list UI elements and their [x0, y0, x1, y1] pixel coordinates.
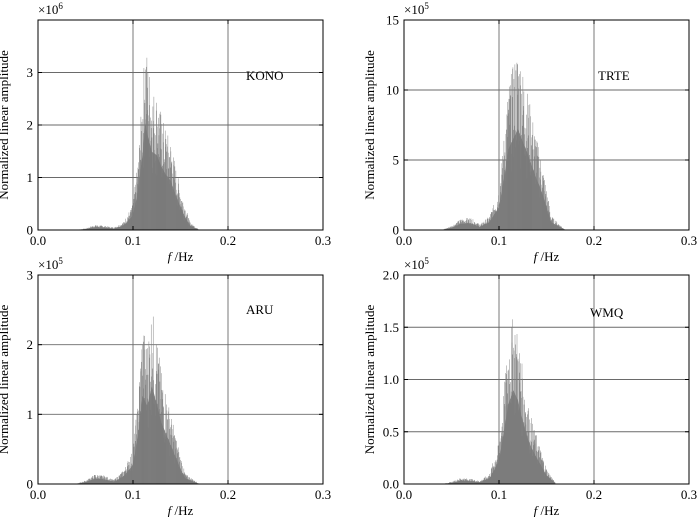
y-exponent-label: ×105 [38, 256, 63, 272]
y-tick-label: 1 [27, 407, 34, 422]
y-tick-label: 0 [393, 223, 400, 238]
y-tick-label: 0 [27, 477, 34, 492]
y-axis-label: Normalized linear amplitude [362, 305, 377, 455]
y-axis-label: Normalized linear amplitude [0, 50, 11, 200]
y-tick-label: 3 [27, 268, 34, 283]
x-tick-label: 0.1 [125, 233, 141, 248]
spectrum-trace [442, 62, 566, 230]
panel-wmq: 0.0 0.1 0.2 0.3 0.0 0.5 1.0 1.5 2.0 ×105 f /Hz Norm… [362, 256, 697, 517]
x-tick-label: 0.1 [125, 487, 141, 502]
station-label: TRTE [598, 68, 630, 83]
x-tick-label: 0.3 [315, 487, 331, 502]
x-tick-label: 0.1 [491, 233, 507, 248]
y-tick-label: 0.5 [383, 424, 399, 439]
y-tick-label: 2.0 [383, 268, 399, 283]
y-exponent-label: ×105 [404, 1, 429, 17]
x-axis-label: f /Hz [168, 249, 194, 264]
x-tick-label: 0.2 [586, 233, 602, 248]
y-tick-label: 1 [27, 170, 34, 185]
plot-frame [37, 274, 324, 485]
spectrum-trace [76, 316, 200, 484]
x-tick-label: 0.0 [30, 487, 46, 502]
y-tick-label: 15 [386, 13, 399, 28]
y-tick-label: 1.0 [383, 372, 399, 387]
x-tick-label: 0.2 [586, 487, 602, 502]
x-tick-label: 0.3 [315, 233, 331, 248]
y-tick-label: 3 [27, 65, 34, 80]
x-tick-label: 0.0 [30, 233, 46, 248]
x-tick-label: 0.2 [220, 233, 236, 248]
x-axis-label: f /Hz [534, 503, 560, 517]
x-tick-label: 0.3 [681, 233, 697, 248]
y-axis-label: Normalized linear amplitude [0, 305, 11, 455]
y-tick-label: 2 [27, 118, 34, 133]
station-label: KONO [246, 68, 284, 83]
x-axis-label: f /Hz [168, 503, 194, 517]
panel-trte: 0.0 0.1 0.2 0.3 0 5 10 15 ×105 f /Hz Normalized li… [362, 1, 697, 264]
station-label: WMQ [590, 305, 624, 320]
y-exponent-label: ×106 [38, 1, 63, 17]
spectrum-trace [442, 319, 556, 484]
y-tick-label: 0 [27, 223, 34, 238]
plot-frame [403, 19, 690, 231]
y-tick-label: 5 [393, 153, 400, 168]
spectrum-trace [76, 57, 200, 230]
x-tick-label: 0.0 [396, 487, 412, 502]
y-tick-label: 1.5 [383, 320, 399, 335]
panel-kono: 0.0 0.1 0.2 0.3 0 1 2 3 ×106 f /Hz Normalized line… [0, 1, 331, 264]
y-tick-label: 10 [386, 83, 399, 98]
station-label: ARU [246, 302, 274, 317]
x-tick-label: 0.0 [396, 233, 412, 248]
y-tick-label: 2 [27, 337, 34, 352]
y-axis-label: Normalized linear amplitude [362, 50, 377, 200]
panel-aru: 0.0 0.1 0.2 0.3 0 1 2 3 ×105 f /Hz Normalized line… [0, 256, 331, 517]
x-tick-label: 0.2 [220, 487, 236, 502]
x-axis-label: f /Hz [534, 249, 560, 264]
y-tick-label: 0.0 [383, 477, 399, 492]
x-tick-label: 0.1 [491, 487, 507, 502]
x-tick-label: 0.3 [681, 487, 697, 502]
y-exponent-label: ×105 [404, 256, 429, 272]
